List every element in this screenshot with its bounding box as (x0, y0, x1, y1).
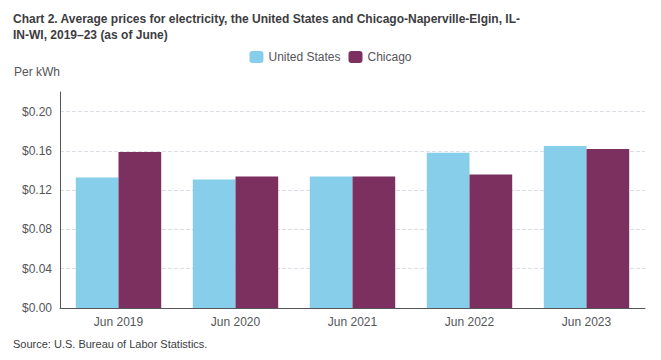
svg-text:IN-WI, 2019–23 (as of June): IN-WI, 2019–23 (as of June) (13, 28, 168, 42)
svg-text:$0.20: $0.20 (22, 105, 52, 119)
svg-text:Jun 2023: Jun 2023 (562, 315, 612, 329)
svg-text:$0.12: $0.12 (22, 183, 52, 197)
svg-text:$0.00: $0.00 (22, 301, 52, 315)
svg-text:Jun 2020: Jun 2020 (211, 315, 261, 329)
svg-text:$0.16: $0.16 (22, 144, 52, 158)
svg-text:Per kWh: Per kWh (14, 65, 60, 79)
svg-text:United States: United States (268, 50, 340, 64)
svg-text:$0.04: $0.04 (22, 262, 52, 276)
svg-text:$0.08: $0.08 (22, 222, 52, 236)
svg-text:Chicago: Chicago (368, 50, 412, 64)
svg-text:Jun 2022: Jun 2022 (445, 315, 495, 329)
svg-text:Chart 2. Average prices for el: Chart 2. Average prices for electricity,… (13, 12, 520, 26)
svg-text:Jun 2019: Jun 2019 (94, 315, 144, 329)
svg-text:Source: U.S. Bureau of Labor S: Source: U.S. Bureau of Labor Statistics. (13, 338, 207, 350)
svg-text:Jun 2021: Jun 2021 (328, 315, 378, 329)
